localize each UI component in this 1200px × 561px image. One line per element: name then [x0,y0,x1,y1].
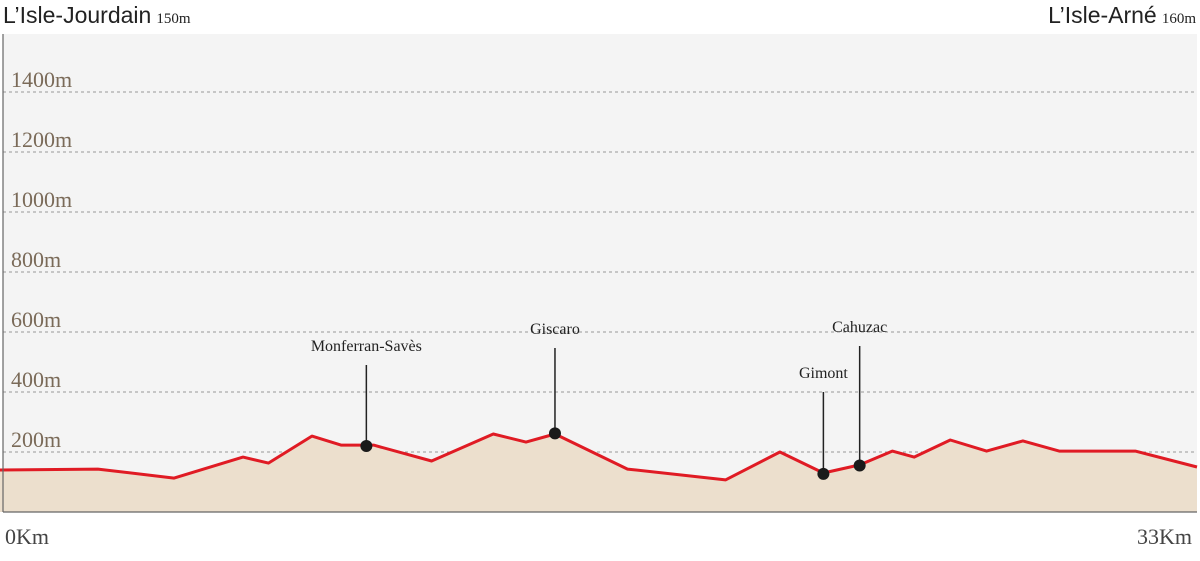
end-location-name: L’Isle-Arné [1048,2,1157,28]
waypoint-label: Cahuzac [832,319,887,336]
y-tick-labels: 200m 400m 600m 800m 1000m 1200m 1400m [11,67,72,452]
x-tick-labels: 0Km 33Km [5,524,1192,549]
y-tick-label: 600m [11,307,61,332]
grid-lines [3,91,1197,453]
y-tick-label: 400m [11,367,61,392]
y-tick-label: 1200m [11,127,72,152]
start-location-name: L’Isle-Jourdain [3,2,152,28]
elevation-line [0,432,1198,482]
end-location-altitude: 160m [1161,11,1196,27]
y-tick-label: 1000m [11,187,72,212]
waypoint-marker [548,427,561,440]
waypoint-marker [360,440,373,452]
start-location-header: L’Isle-Jourdain 150m [3,2,191,29]
end-location-header: L’Isle-Arné 160m [1048,2,1196,29]
x-tick-label-start: 0Km [5,524,49,549]
waypoint-label: Monferran-Savès [311,338,422,355]
waypoint-label: Gimont [799,365,848,382]
y-tick-label: 1400m [11,67,72,92]
waypoint-marker [817,467,830,480]
plot-background [3,34,1197,512]
y-tick-label: 200m [11,427,61,452]
x-tick-label-end: 33Km [1137,524,1192,549]
waypoint-markers: Monferran-Savès Giscaro Gimont Cahuzac [311,319,887,480]
y-tick-label: 800m [11,247,61,272]
start-location-altitude: 150m [156,11,191,27]
waypoint-marker [853,459,866,472]
waypoint-label: Giscaro [530,321,580,338]
